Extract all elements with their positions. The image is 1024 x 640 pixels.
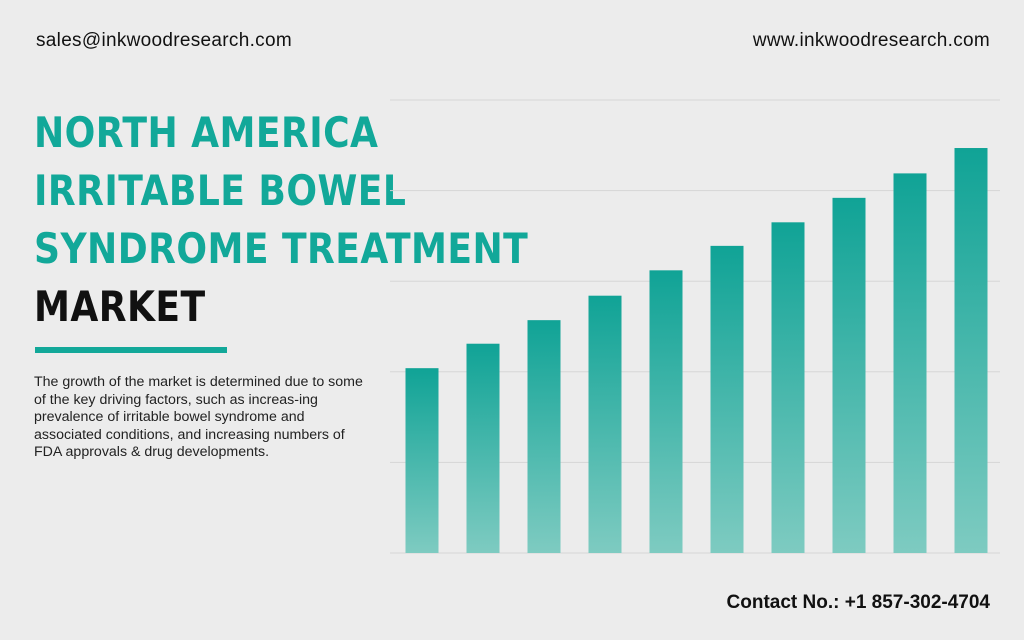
title-line-3: SYNDROME TREATMENT [34, 224, 529, 273]
contact-number: Contact No.: +1 857-302-4704 [726, 592, 990, 613]
title-line-2: IRRITABLE BOWEL [34, 166, 407, 215]
email-link[interactable]: sales@inkwoodresearch.com [36, 30, 292, 51]
website-link[interactable]: www.inkwoodresearch.com [752, 30, 990, 51]
chart-bar-1 [405, 368, 439, 553]
chart-bar-10 [954, 148, 988, 553]
chart-bar-6 [710, 245, 744, 553]
title-line-4: MARKET [34, 282, 206, 331]
title-divider [35, 347, 227, 353]
chart-bar-4 [588, 295, 622, 553]
chart-bar-9 [893, 173, 927, 554]
market-description: The growth of the market is determined d… [34, 374, 363, 460]
bar-chart [390, 99, 1000, 554]
chart-bar-3 [527, 320, 561, 553]
chart-bar-7 [771, 222, 805, 553]
chart-bar-2 [466, 343, 500, 553]
title-line-1: NORTH AMERICA [34, 108, 379, 157]
chart-bar-5 [649, 270, 683, 553]
chart-bar-8 [832, 197, 866, 553]
page-title: NORTH AMERICA IRRITABLE BOWEL SYNDROME T… [34, 104, 529, 336]
